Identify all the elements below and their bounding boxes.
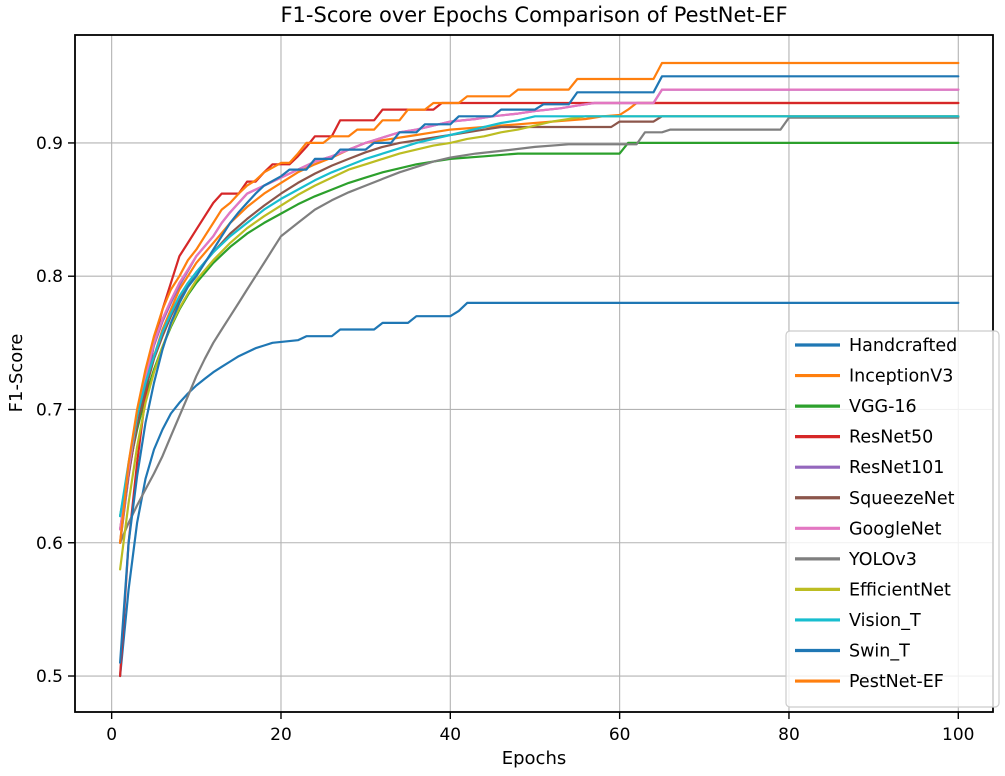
legend-label: SqueezeNet (849, 489, 955, 509)
x-tick-label: 20 (270, 725, 292, 745)
chart-title: F1-Score over Epochs Comparison of PestN… (280, 3, 787, 27)
legend-label: EfficientNet (849, 580, 951, 600)
legend-entry-pestnet-ef: PestNet-EF (795, 672, 944, 692)
series-line-vision-t (118, 115, 960, 518)
series-line-squeezenet (118, 115, 960, 531)
legend-entry-resnet101: ResNet101 (795, 458, 944, 478)
series-line-googlenet (118, 88, 960, 531)
series-layer (118, 61, 960, 678)
x-tick-label: 40 (439, 725, 461, 745)
y-axis-label: F1-Score (6, 334, 27, 413)
series-line-yolov3 (118, 116, 960, 544)
legend-label: InceptionV3 (849, 367, 953, 387)
series-line-inceptionv3 (118, 101, 960, 544)
legend-entry-swin-t: Swin_T (795, 642, 910, 662)
x-tick-label: 100 (942, 725, 974, 745)
legend-entry-yolov3: YOLOv3 (795, 550, 917, 570)
series-line-handcrafted (118, 301, 960, 678)
x-tick-label: 80 (778, 725, 800, 745)
y-tick-label: 0.7 (36, 400, 63, 420)
y-tick-label: 0.8 (36, 267, 63, 287)
series-line-pestnet-ef (118, 61, 960, 544)
y-tick-label: 0.5 (36, 667, 63, 687)
legend-entry-handcrafted: Handcrafted (795, 336, 957, 356)
y-tick-label: 0.6 (36, 534, 63, 554)
legend-label: Swin_T (849, 642, 910, 662)
legend-label: YOLOv3 (848, 550, 917, 570)
legend-entry-squeezenet: SqueezeNet (795, 489, 955, 509)
legend-entry-googlenet: GoogleNet (795, 519, 942, 539)
legend-label: ResNet50 (849, 428, 933, 448)
legend-box (785, 330, 1000, 708)
x-axis-label: Epochs (502, 748, 567, 769)
x-tick-label: 0 (106, 725, 117, 745)
legend-entry-efficientnet: EfficientNet (795, 580, 951, 600)
legend-entry-vgg-16: VGG-16 (795, 397, 917, 417)
legend: Handcrafted InceptionV3 VGG-16 ResNet50 ResN… (785, 330, 1000, 708)
legend-label: Handcrafted (849, 336, 957, 356)
legend-label: Vision_T (849, 611, 921, 631)
legend-label: PestNet-EF (849, 672, 944, 692)
legend-entry-vision-t: Vision_T (795, 611, 921, 631)
legend-label: GoogleNet (849, 519, 942, 539)
y-tick-label: 0.9 (36, 134, 63, 154)
series-line-swin-t (118, 75, 960, 664)
legend-label: ResNet101 (849, 458, 944, 478)
x-tick-label: 60 (609, 725, 631, 745)
tick-layer: 0 20 40 60 80 100 0.5 0.6 0.7 0.8 0.9 (36, 134, 975, 745)
legend-entry-resnet50: ResNet50 (795, 428, 933, 448)
legend-entry-inceptionv3: InceptionV3 (795, 367, 953, 387)
legend-label: VGG-16 (849, 397, 917, 417)
